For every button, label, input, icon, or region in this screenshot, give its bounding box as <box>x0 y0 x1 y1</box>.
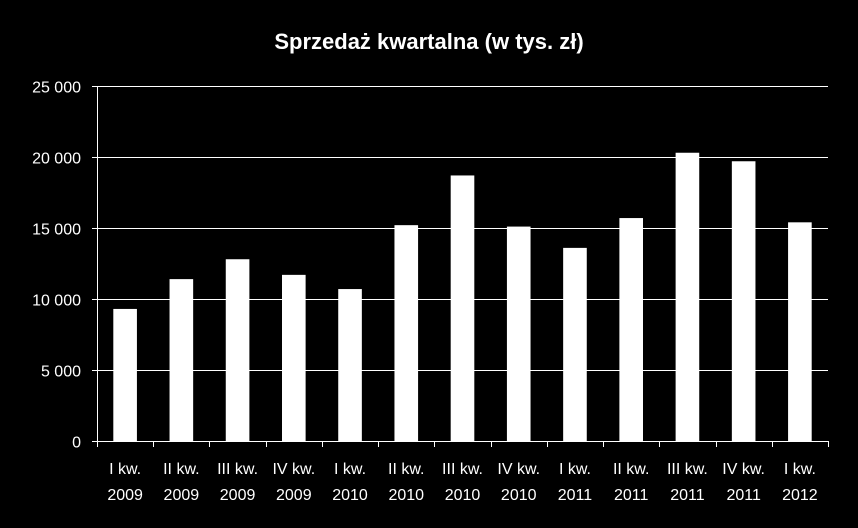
x-category-label: II kw. 2009 <box>163 461 199 504</box>
bar <box>731 161 756 441</box>
x-category-label: I kw. 2012 <box>782 461 818 504</box>
x-category-label: IV kw. 2010 <box>497 461 540 504</box>
y-axis-tick-labels: 0 5 000 10 000 15 000 20 000 25 000 <box>32 80 81 452</box>
y-tick-label: 25 000 <box>32 80 81 97</box>
x-category-year: 2011 <box>558 487 593 504</box>
x-category-label: II kw. 2010 <box>388 461 424 504</box>
x-category-label: III kw. 2009 <box>217 461 258 504</box>
x-category-label: I kw. 2010 <box>332 461 368 504</box>
x-category-label: IV kw. 2011 <box>722 461 765 504</box>
x-category-year: 2011 <box>614 487 649 504</box>
x-category-quarter: III kw. <box>217 461 258 478</box>
x-category-label: II kw. 2011 <box>613 461 649 504</box>
x-category-label: I kw. 2011 <box>558 461 593 504</box>
x-category-quarter: III kw. <box>442 461 483 478</box>
bar <box>169 279 194 441</box>
x-category-year: 2010 <box>332 487 368 504</box>
x-category-quarter: II kw. <box>388 461 424 478</box>
x-category-quarter: I kw. <box>109 461 141 478</box>
y-tick-label: 10 000 <box>32 293 81 310</box>
x-category-year: 2010 <box>501 487 537 504</box>
bar <box>394 225 419 441</box>
x-category-label: III kw. 2011 <box>667 461 708 504</box>
bar <box>225 259 250 441</box>
x-category-quarter: I kw. <box>559 461 591 478</box>
x-category-year: 2011 <box>670 487 705 504</box>
x-category-quarter: I kw. <box>784 461 816 478</box>
y-tick-label: 15 000 <box>32 222 81 239</box>
x-category-quarter: III kw. <box>667 461 708 478</box>
bar <box>675 152 700 442</box>
x-category-year: 2010 <box>388 487 424 504</box>
x-category-quarter: I kw. <box>334 461 366 478</box>
x-category-label: IV kw. 2009 <box>272 461 315 504</box>
bar <box>788 222 812 441</box>
bar <box>338 289 362 441</box>
bar <box>619 218 644 441</box>
x-category-year: 2009 <box>164 487 200 504</box>
y-tick-label: 20 000 <box>32 151 81 168</box>
x-category-quarter: IV kw. <box>272 461 315 478</box>
x-category-quarter: II kw. <box>163 461 199 478</box>
x-category-year: 2011 <box>726 487 761 504</box>
x-category-year: 2010 <box>445 487 481 504</box>
y-tick-label: 0 <box>72 435 81 452</box>
x-category-year: 2009 <box>220 487 256 504</box>
axes <box>97 86 829 447</box>
bar <box>281 274 306 441</box>
x-category-label: I kw. 2009 <box>107 461 143 504</box>
x-axis-category-labels: I kw. 2009 II kw. 2009 III kw. 2009 IV kw. 2009… <box>107 461 817 504</box>
bar <box>113 308 137 441</box>
x-category-year: 2009 <box>107 487 143 504</box>
bars <box>113 152 812 442</box>
bar <box>506 226 531 441</box>
bar <box>450 175 475 441</box>
x-category-year: 2009 <box>276 487 312 504</box>
chart-title: Sprzedaż kwartalna (w tys. zł) <box>274 29 584 54</box>
x-category-quarter: IV kw. <box>497 461 540 478</box>
bar <box>563 247 587 441</box>
x-category-year: 2012 <box>782 487 818 504</box>
y-tick-label: 5 000 <box>41 364 81 381</box>
x-category-label: III kw. 2010 <box>442 461 483 504</box>
x-category-quarter: II kw. <box>613 461 649 478</box>
x-category-quarter: IV kw. <box>722 461 765 478</box>
